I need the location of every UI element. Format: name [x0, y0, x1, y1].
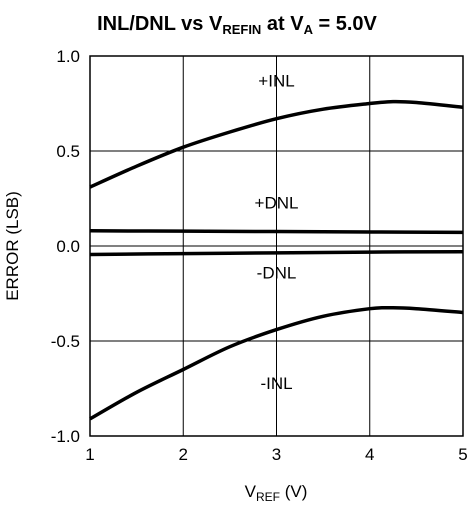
- grid: [90, 56, 463, 436]
- x-axis-label: VREF (V): [245, 482, 308, 504]
- series-labels: +INL +DNL -DNL -INL: [255, 72, 299, 393]
- series-label-minus-dnl: -DNL: [257, 264, 297, 283]
- series-line-plusminus-dnl: [89, 229, 464, 235]
- y-axis-label: ERROR (LSB): [3, 191, 22, 301]
- chart-title: INL/DNL vs VREFIN at VA = 5.0V: [97, 13, 377, 37]
- series: [89, 99, 464, 421]
- x-axis-label-main: V: [245, 482, 257, 501]
- y-tick-label-0.5: 0.5: [56, 142, 80, 161]
- chart-title-text: INL/DNL vs VREFIN at VA = 5.0V: [97, 13, 377, 37]
- y-tick-label-0.0: 0.0: [56, 237, 80, 256]
- x-tick-label-2: 2: [179, 445, 188, 464]
- axis-ticks: 1 2 3 4 5 1.0 0.5 0.0 -0.5 -1.0: [51, 47, 468, 464]
- series-line-plusminus-inl: [89, 99, 464, 189]
- series-line-minus-inl: [89, 305, 464, 421]
- chart-title-sub1: REFIN: [222, 22, 261, 37]
- x-tick-label-3: 3: [272, 445, 281, 464]
- chart-title-mid: at V: [261, 13, 304, 35]
- series-line-minus-dnl: [89, 249, 464, 257]
- chart-title-tail: = 5.0V: [313, 13, 378, 35]
- x-axis-label-tail: (V): [280, 482, 307, 501]
- chart-title-sub2: A: [304, 22, 314, 37]
- x-axis-label-sub: REF: [256, 490, 280, 504]
- series-label-minus-inl: -INL: [260, 374, 292, 393]
- chart-title-main: INL/DNL vs V: [97, 13, 223, 35]
- x-tick-label-1: 1: [85, 445, 94, 464]
- y-tick-label--1.0: -1.0: [51, 427, 80, 446]
- y-tick-label-1.0: 1.0: [56, 47, 80, 66]
- plot-frame: [89, 55, 464, 437]
- x-tick-label-5: 5: [458, 445, 467, 464]
- y-tick-label--0.5: -0.5: [51, 332, 80, 351]
- x-tick-label-4: 4: [365, 445, 374, 464]
- series-label-plusminus-inl: +INL: [258, 72, 294, 91]
- series-label-plusminus-dnl: +DNL: [255, 193, 299, 212]
